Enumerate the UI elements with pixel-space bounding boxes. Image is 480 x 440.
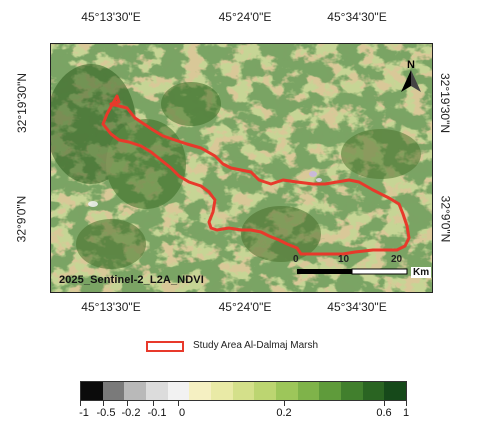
- colorbar-segment: [232, 382, 255, 400]
- colorbar-segment: [341, 382, 363, 400]
- bottom-coord-2: 45°24'0"E: [218, 300, 272, 314]
- colorbar-segment: [102, 382, 125, 400]
- colorbar-segment: [297, 382, 320, 400]
- colorbar-tick: [80, 401, 81, 406]
- colorbar-label-02: 0.2: [276, 407, 292, 419]
- scale-label-10: 10: [338, 254, 350, 265]
- top-coord-3: 45°34'30"E: [327, 10, 387, 24]
- colorbar-segment: [362, 382, 385, 400]
- ndvi-map[interactable]: 2025_Sentinel-2_L2A_NDVI N 0 10 20 Km: [50, 43, 433, 293]
- map-legend: Study Area Al-Dalmaj Marsh: [146, 339, 336, 355]
- colorbar-label-neg1: -1: [79, 407, 89, 419]
- bottom-coord-1: 45°13'30"E: [81, 300, 141, 314]
- colorbar-segment: [211, 382, 233, 400]
- colorbar-tick: [127, 401, 128, 406]
- scale-label-20: 20: [391, 254, 403, 265]
- left-coord-2: 32°9'0"N: [14, 195, 29, 243]
- ndvi-colorbar: [80, 381, 407, 401]
- north-arrow-icon: N: [398, 58, 424, 98]
- top-coord-2: 45°24'0"E: [218, 10, 272, 24]
- scale-label-0: 0: [293, 254, 299, 265]
- colorbar-tick: [103, 401, 104, 406]
- colorbar-label-neg02: -0.2: [121, 407, 141, 419]
- study-area-boundary: [101, 94, 411, 256]
- right-coord-1: 32°19'30"N: [438, 72, 453, 134]
- colorbar-segment: [81, 382, 103, 400]
- colorbar-label-neg05: -0.5: [96, 407, 116, 419]
- colorbar-tick: [384, 401, 385, 406]
- colorbar-segment: [167, 382, 190, 400]
- colorbar-label-0: 0: [178, 407, 186, 419]
- scale-bar: [297, 268, 408, 275]
- colorbar-label-06: 0.6: [376, 407, 392, 419]
- study-area-swatch: [146, 341, 184, 352]
- colorbar-segment: [254, 382, 277, 400]
- colorbar-tick: [284, 401, 285, 406]
- left-coord-1: 32°19'30"N: [15, 72, 30, 134]
- colorbar-tick: [406, 401, 407, 406]
- colorbar-segment: [124, 382, 147, 400]
- top-coord-1: 45°13'30"E: [81, 10, 141, 24]
- colorbar-tick: [178, 401, 179, 406]
- bottom-coord-3: 45°34'30"E: [327, 300, 387, 314]
- ndvi-raster: [51, 44, 432, 292]
- colorbar-tick: [153, 401, 154, 406]
- map-title: 2025_Sentinel-2_L2A_NDVI: [59, 274, 204, 286]
- north-label: N: [407, 59, 415, 71]
- right-coord-2: 32°9'0"N: [438, 195, 453, 243]
- colorbar-segment: [276, 382, 298, 400]
- colorbar-segment: [319, 382, 342, 400]
- colorbar-label-neg01: -0.1: [147, 407, 167, 419]
- colorbar-segment: [189, 382, 212, 400]
- scale-unit: Km: [411, 267, 432, 278]
- colorbar-label-1: 1: [402, 407, 410, 419]
- colorbar-segment: [146, 382, 168, 400]
- study-area-label: Study Area Al-Dalmaj Marsh: [193, 340, 319, 351]
- colorbar-segment: [384, 382, 407, 400]
